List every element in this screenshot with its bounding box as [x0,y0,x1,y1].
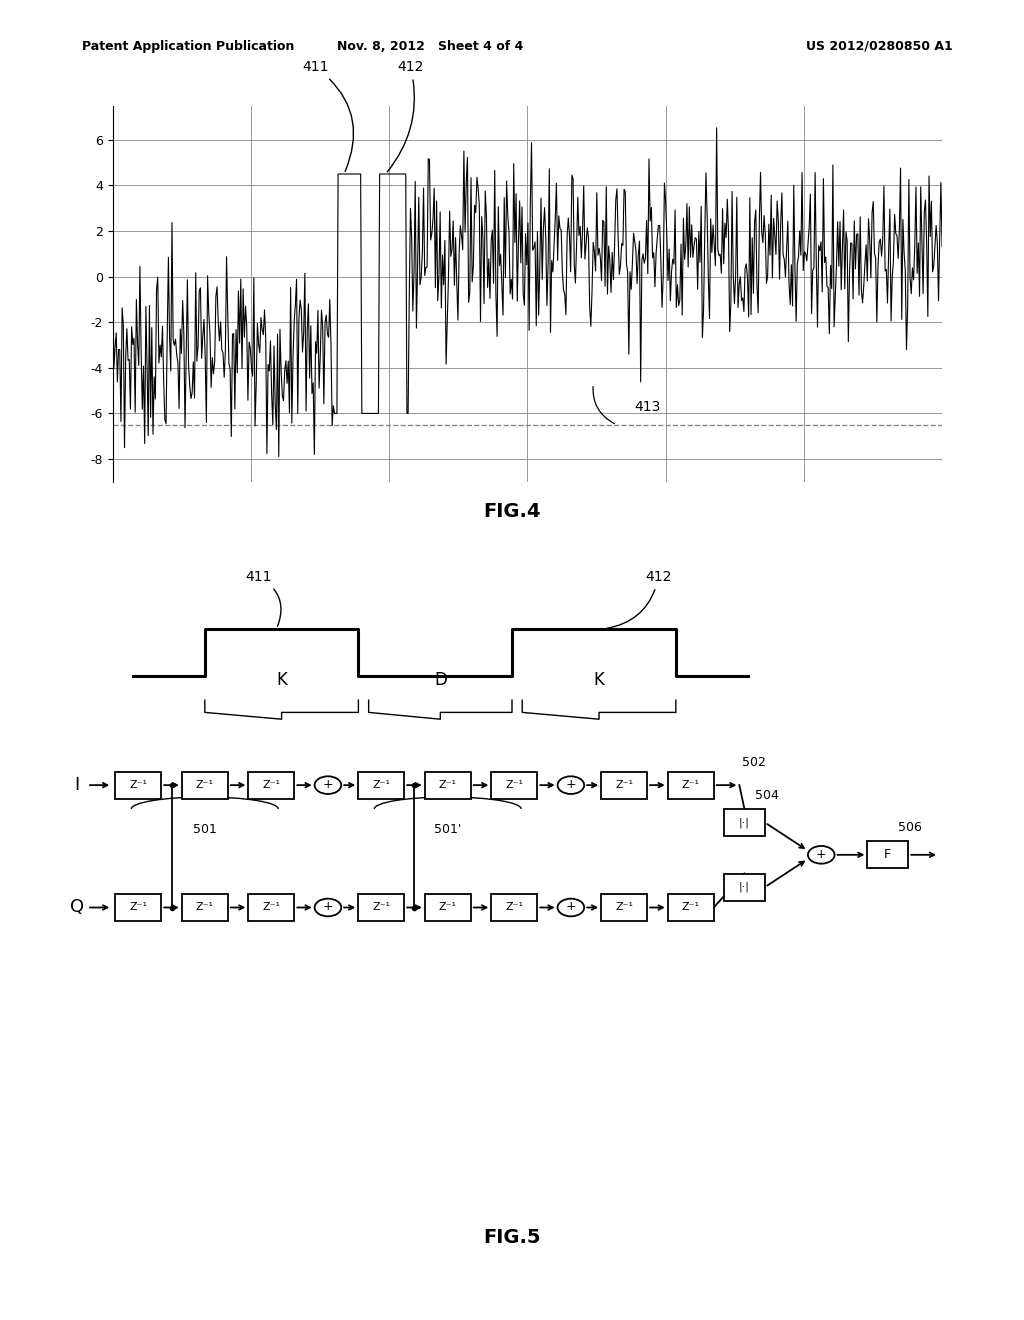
Text: +: + [565,777,577,791]
Text: +: + [323,900,333,913]
Text: Z⁻¹: Z⁻¹ [505,780,523,791]
FancyBboxPatch shape [668,771,714,799]
Text: 412: 412 [387,61,424,172]
Text: 504: 504 [755,789,778,801]
FancyBboxPatch shape [182,894,227,921]
FancyBboxPatch shape [248,894,295,921]
FancyBboxPatch shape [668,894,714,921]
Text: 411: 411 [302,61,353,172]
Text: 501': 501' [434,822,462,836]
Text: Z⁻¹: Z⁻¹ [262,903,281,912]
Text: 413: 413 [635,400,662,414]
FancyBboxPatch shape [492,771,538,799]
FancyBboxPatch shape [867,841,908,869]
FancyBboxPatch shape [358,894,404,921]
Text: Z⁻¹: Z⁻¹ [129,903,147,912]
Text: FIG.5: FIG.5 [483,1229,541,1247]
Text: Q: Q [70,899,84,916]
Text: |·|: |·| [739,817,750,828]
FancyBboxPatch shape [601,894,647,921]
FancyBboxPatch shape [182,771,227,799]
FancyBboxPatch shape [724,874,765,900]
Text: Z⁻¹: Z⁻¹ [615,903,633,912]
Text: Patent Application Publication: Patent Application Publication [82,40,294,53]
FancyBboxPatch shape [358,771,404,799]
Text: Z⁻¹: Z⁻¹ [438,903,457,912]
Text: F: F [885,849,891,862]
FancyBboxPatch shape [115,894,162,921]
Text: Z⁻¹: Z⁻¹ [196,780,214,791]
FancyBboxPatch shape [425,771,471,799]
Text: K: K [276,671,287,689]
Text: Z⁻¹: Z⁻¹ [129,780,147,791]
Text: 501: 501 [193,822,217,836]
Text: +: + [816,847,826,861]
Text: 502: 502 [742,756,766,770]
Text: Z⁻¹: Z⁻¹ [682,780,699,791]
Text: 506: 506 [898,821,922,834]
FancyBboxPatch shape [248,771,295,799]
Text: Z⁻¹: Z⁻¹ [505,903,523,912]
FancyBboxPatch shape [724,809,765,836]
FancyBboxPatch shape [115,771,162,799]
Text: K: K [594,671,604,689]
Text: Z⁻¹: Z⁻¹ [196,903,214,912]
Text: US 2012/0280850 A1: US 2012/0280850 A1 [806,40,952,53]
Text: 412: 412 [607,570,672,628]
Text: D: D [434,671,446,689]
Text: +: + [323,777,333,791]
Text: Z⁻¹: Z⁻¹ [372,780,390,791]
Text: FIG.4: FIG.4 [483,503,541,521]
Text: +: + [565,900,577,913]
Text: Z⁻¹: Z⁻¹ [682,903,699,912]
Text: Z⁻¹: Z⁻¹ [615,780,633,791]
Text: Z⁻¹: Z⁻¹ [372,903,390,912]
Text: Nov. 8, 2012   Sheet 4 of 4: Nov. 8, 2012 Sheet 4 of 4 [337,40,523,53]
FancyBboxPatch shape [492,894,538,921]
FancyBboxPatch shape [601,771,647,799]
Text: |·|: |·| [739,882,750,892]
Text: Z⁻¹: Z⁻¹ [438,780,457,791]
Text: Z⁻¹: Z⁻¹ [262,780,281,791]
FancyBboxPatch shape [425,894,471,921]
Text: I: I [74,776,80,795]
Text: 411: 411 [246,570,281,626]
